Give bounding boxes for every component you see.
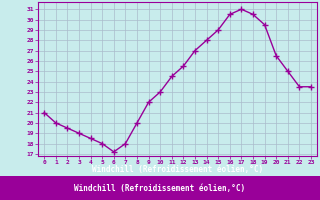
X-axis label: Windchill (Refroidissement éolien,°C): Windchill (Refroidissement éolien,°C) xyxy=(92,165,263,174)
Text: Windchill (Refroidissement éolien,°C): Windchill (Refroidissement éolien,°C) xyxy=(75,184,245,192)
